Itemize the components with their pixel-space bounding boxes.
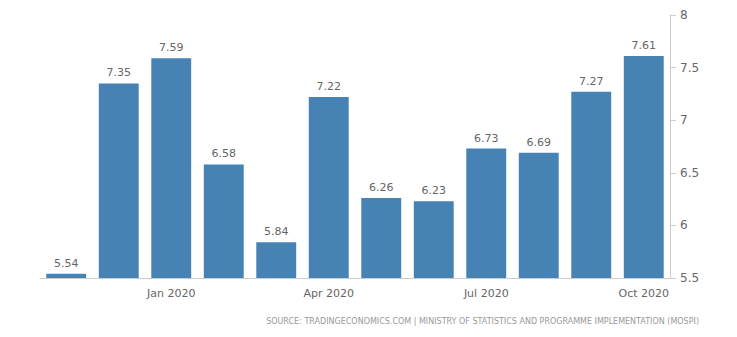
svg-text:7.5: 7.5 xyxy=(680,61,699,75)
svg-text:Jul 2020: Jul 2020 xyxy=(463,287,509,300)
svg-text:7.61: 7.61 xyxy=(632,39,657,52)
svg-text:8: 8 xyxy=(680,8,688,22)
svg-text:Oct 2020: Oct 2020 xyxy=(618,287,669,300)
svg-text:Jan 2020: Jan 2020 xyxy=(146,287,195,300)
svg-text:7.27: 7.27 xyxy=(579,75,604,88)
svg-text:7: 7 xyxy=(680,113,688,127)
svg-text:6.23: 6.23 xyxy=(422,184,447,197)
svg-text:SOURCE: TRADINGECONOMICS.COM |: SOURCE: TRADINGECONOMICS.COM | MINISTRY … xyxy=(266,317,699,326)
svg-text:7.22: 7.22 xyxy=(317,80,342,93)
svg-text:7.35: 7.35 xyxy=(107,66,132,79)
svg-text:6.5: 6.5 xyxy=(680,166,699,180)
svg-text:5.84: 5.84 xyxy=(264,225,289,238)
svg-text:6: 6 xyxy=(680,218,688,232)
svg-text:6.69: 6.69 xyxy=(527,136,552,149)
svg-text:6.26: 6.26 xyxy=(369,181,394,194)
svg-text:6.73: 6.73 xyxy=(474,132,499,145)
svg-text:5.5: 5.5 xyxy=(680,271,699,285)
svg-text:7.59: 7.59 xyxy=(159,41,184,54)
svg-text:Apr 2020: Apr 2020 xyxy=(303,287,354,300)
svg-text:5.54: 5.54 xyxy=(54,257,79,270)
svg-text:6.58: 6.58 xyxy=(212,147,237,160)
